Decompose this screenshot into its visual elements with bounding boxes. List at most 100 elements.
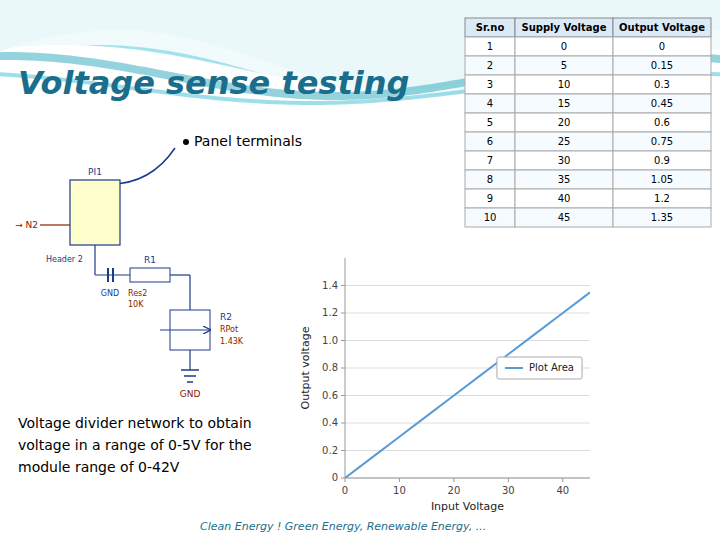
- description: Voltage divider network to obtain voltage…: [18, 415, 252, 475]
- pointer-arrow: [108, 148, 175, 184]
- wire: [184, 375, 196, 377]
- table-header-cell: [613, 18, 711, 37]
- label: → N2: [15, 220, 38, 230]
- table-cell: [613, 170, 711, 189]
- table-cell-text: 8: [487, 174, 493, 185]
- table-cell: [613, 132, 711, 151]
- wire: [189, 275, 190, 310]
- table-cell: [465, 189, 515, 208]
- table-cell-text: 4: [487, 98, 493, 109]
- x-tick-label: 10: [393, 485, 406, 496]
- x-tick: [399, 478, 400, 482]
- y-tick-label: 1.0: [322, 335, 338, 346]
- decoration: [0, 0, 720, 125]
- grid-line: [345, 340, 590, 341]
- label: GND: [180, 389, 201, 399]
- x-tick: [562, 478, 563, 482]
- y-tick-label: 0.8: [322, 362, 338, 373]
- table-cell: [515, 189, 613, 208]
- table-cell: [465, 132, 515, 151]
- y-tick: [341, 450, 345, 451]
- background: [0, 0, 720, 540]
- table-cell-text: 0: [659, 41, 665, 52]
- legend-swatch: [505, 367, 523, 369]
- table-cell: [515, 113, 613, 132]
- x-tick-label: 30: [502, 485, 515, 496]
- legend-label: Plot Area: [529, 362, 574, 373]
- table-cell: [465, 75, 515, 94]
- table: Sr.noSupply VoltageOutput Voltage100250.…: [465, 18, 711, 227]
- table-header-cell: [465, 18, 515, 37]
- line-chart: 00.20.40.60.81.01.21.4010203040Input Vol…: [299, 258, 590, 513]
- series-line: [345, 292, 590, 478]
- y-tick: [341, 313, 345, 314]
- table-cell: [465, 56, 515, 75]
- table-cell: [465, 37, 515, 56]
- label: PI1: [88, 167, 102, 177]
- y-axis-line: [345, 258, 346, 478]
- wire: [170, 274, 190, 275]
- title: Voltage sense testing: [18, 64, 409, 102]
- table-cell-text: 2: [487, 60, 493, 71]
- table-cell: [465, 208, 515, 227]
- y-tick-label: 1.2: [322, 307, 338, 318]
- table-cell-text: 9: [487, 193, 493, 204]
- y-tick: [341, 423, 345, 424]
- table-cell-text: 0.6: [654, 117, 670, 128]
- description-line: voltage in a range of 0-5V for the: [18, 437, 252, 453]
- table-cell-text: 25: [558, 136, 571, 147]
- x-axis-line: [345, 478, 590, 479]
- wave: [0, 0, 720, 125]
- legend: Plot Area: [497, 357, 582, 379]
- table-cell: [465, 94, 515, 113]
- label: R1: [144, 255, 156, 265]
- table-cell: [613, 37, 711, 56]
- y-tick: [341, 285, 345, 286]
- table-cell-text: 10: [484, 212, 497, 223]
- table-cell-text: 35: [558, 174, 571, 185]
- table-cell-text: 1: [487, 41, 493, 52]
- y-tick-label: 0.2: [322, 445, 338, 456]
- table-cell: [515, 56, 613, 75]
- table-cell-text: 5: [487, 117, 493, 128]
- description-line: module range of 0-42V: [18, 459, 180, 475]
- table-header-cell: [515, 18, 613, 37]
- table-cell: [515, 151, 613, 170]
- description-line: Voltage divider network to obtain: [18, 415, 252, 431]
- table-cell: [515, 170, 613, 189]
- schematic: PI1→ N2GNDHeader 2R1Res210KR2RPot1.43KGN…: [15, 167, 244, 399]
- bullet: [183, 139, 189, 145]
- table-cell: [515, 94, 613, 113]
- label: Header 2: [46, 255, 83, 264]
- table-cell-text: 7: [487, 155, 493, 166]
- table-cell: [515, 75, 613, 94]
- table-cell-text: 0.9: [654, 155, 670, 166]
- table-cell-text: 10: [558, 79, 571, 90]
- table-cell: [465, 113, 515, 132]
- table-cell: [515, 132, 613, 151]
- table-cell-text: 6: [487, 136, 493, 147]
- table-cell-text: 0.15: [651, 60, 673, 71]
- grid-line: [345, 285, 590, 286]
- pi1-box: [70, 180, 120, 245]
- table-cell: [613, 94, 711, 113]
- slide: Voltage sense testingPanel terminalsPI1→…: [0, 0, 720, 540]
- grid-line: [345, 478, 590, 479]
- table-cell-text: 1.35: [651, 212, 673, 223]
- plot-data: [345, 292, 590, 478]
- table-cell: [515, 37, 613, 56]
- table-cell-text: 0: [561, 41, 567, 52]
- table-cell-text: 45: [558, 212, 571, 223]
- wire: [181, 369, 199, 371]
- y-tick: [341, 340, 345, 341]
- table-cell-text: 1.2: [654, 193, 670, 204]
- legend-box: [497, 357, 582, 379]
- label: 10K: [128, 300, 144, 309]
- wire: [189, 350, 190, 370]
- y-tick: [341, 368, 345, 369]
- label: R2: [220, 312, 232, 322]
- x-tick-label: 20: [448, 485, 461, 496]
- y-tick: [341, 395, 345, 396]
- table-cell: [613, 75, 711, 94]
- table-header: Supply Voltage: [521, 22, 606, 33]
